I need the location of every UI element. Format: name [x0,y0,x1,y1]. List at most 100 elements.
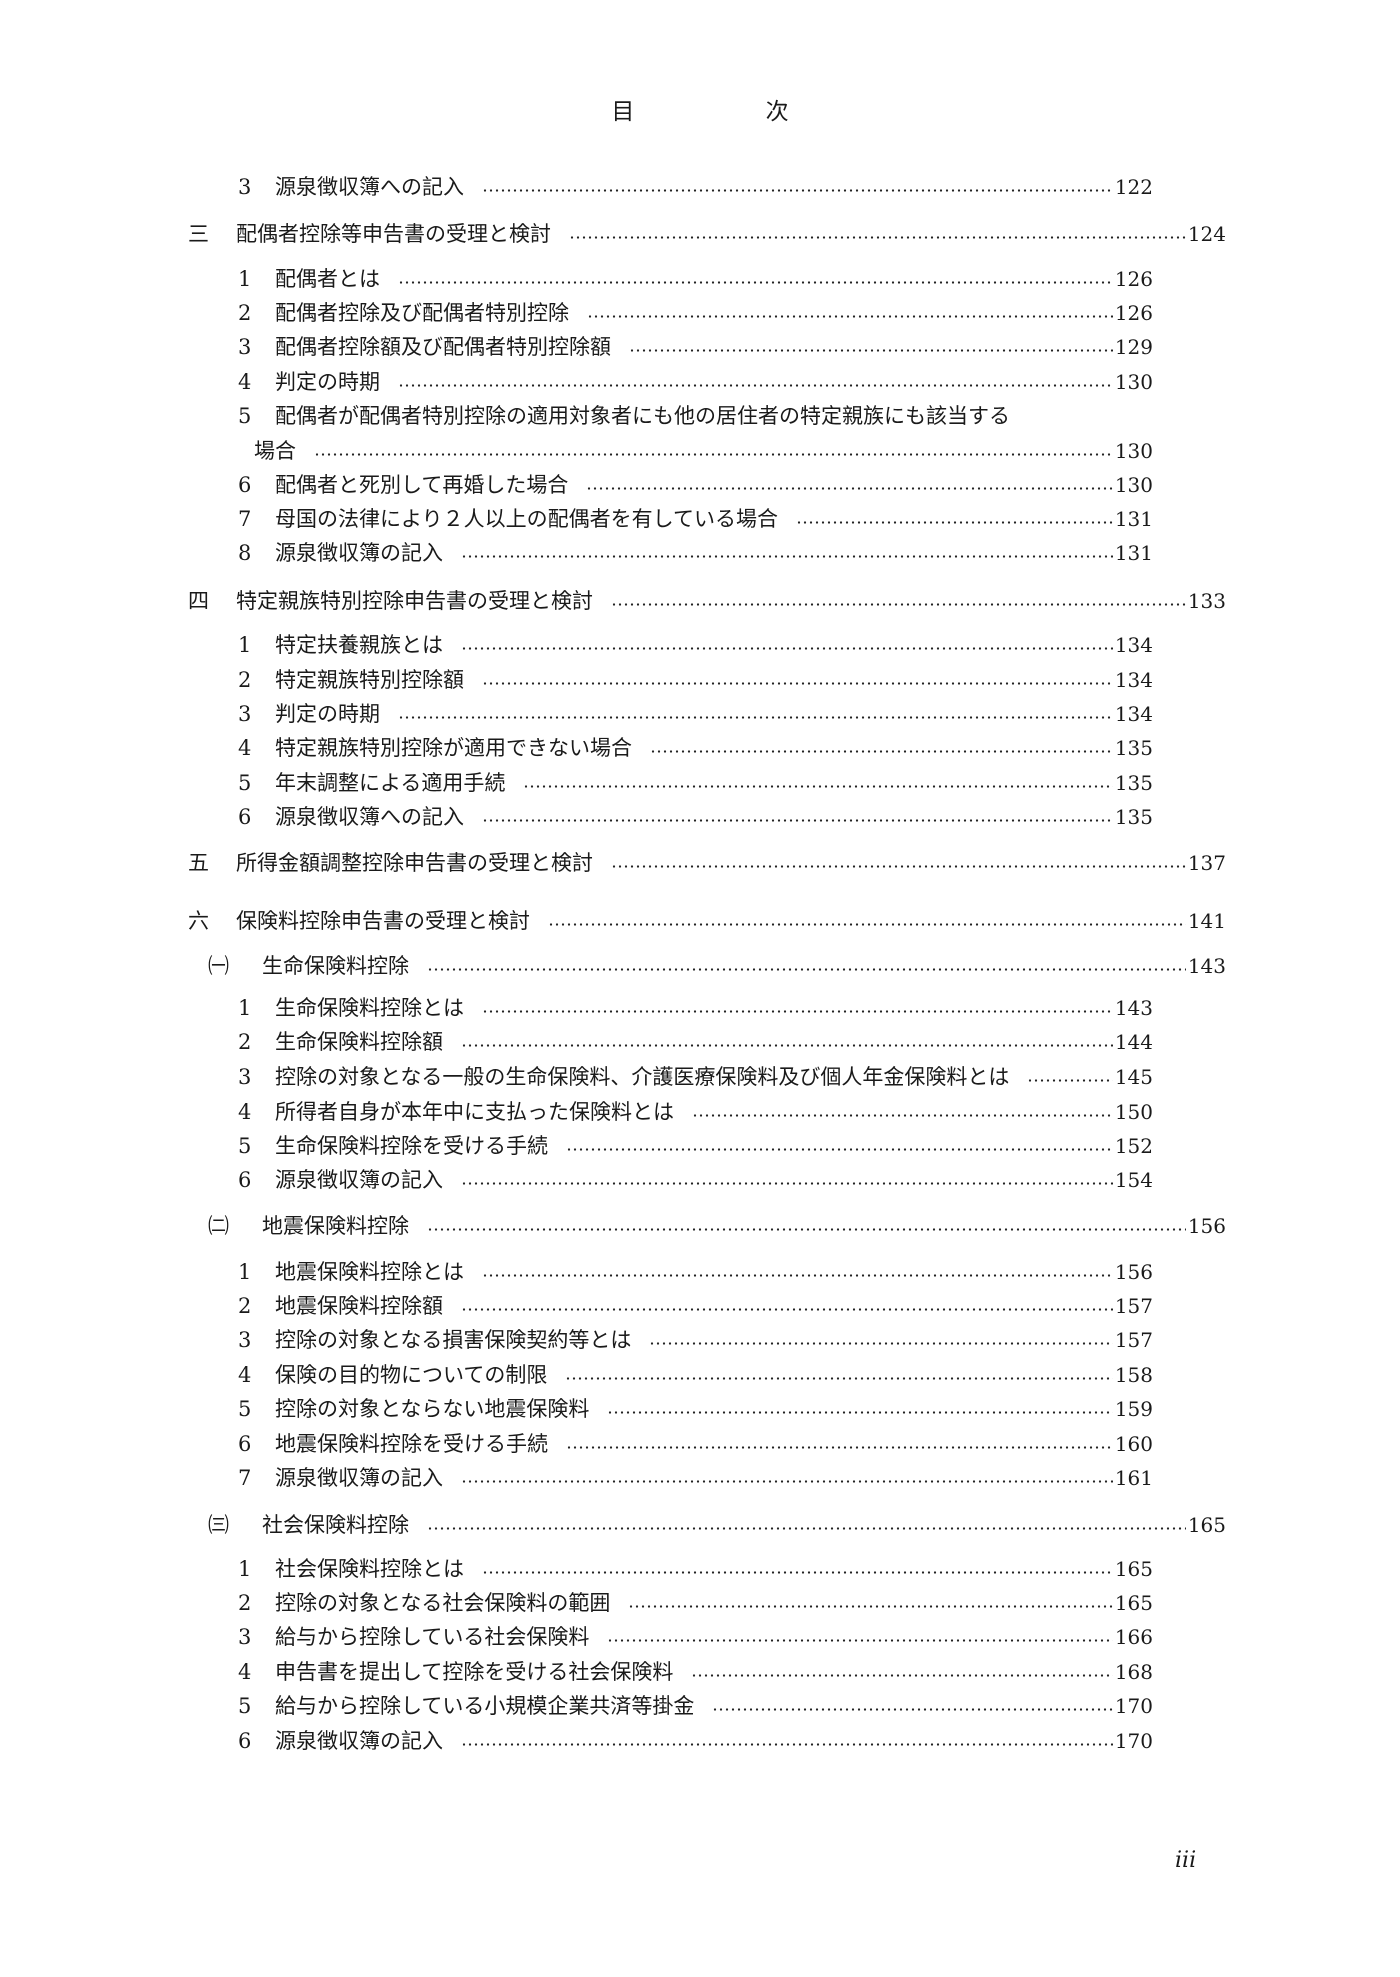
entry-number: 5 [238,1134,252,1158]
toc-entry-sub[interactable]: 7 母国の法律により２人以上の配偶者を有している場合 131 [238,504,1153,534]
toc-entry-sub[interactable]: 3 配偶者控除額及び配偶者特別控除額 129 [238,332,1153,362]
toc-entry-sub[interactable]: 5 控除の対象とならない地震保険料 159 [238,1394,1153,1424]
toc-entry-sub[interactable]: 2 地震保険料控除額 157 [238,1291,1153,1321]
toc-entry-sub[interactable]: 1 地震保険料控除とは 156 [238,1257,1153,1287]
entry-title: 特定扶養親族とは [275,633,443,657]
entry-number: 2 [238,1591,252,1615]
entry-title: 所得金額調整控除申告書の受理と検討 [236,851,593,875]
toc-entry-sub[interactable]: 8 源泉徴収簿の記入 131 [238,538,1153,568]
entry-number: 2 [238,1294,252,1318]
toc-entry-section[interactable]: 三 配偶者控除等申告書の受理と検討 124 [188,219,1226,249]
entry-page-number: 145 [1114,1065,1153,1089]
entry-title: 配偶者とは [275,267,380,291]
entry-title: 配偶者控除額及び配偶者特別控除額 [275,335,611,359]
toc-entry-group[interactable]: ㈠ 生命保険料控除 143 [208,951,1226,981]
dot-leader [650,749,1113,753]
toc-entry-sub[interactable]: 3 源泉徴収簿への記入 122 [238,172,1153,202]
entry-page-number: 134 [1114,668,1153,692]
toc-entry-sub[interactable]: 4 所得者自身が本年中に支払った保険料とは 150 [238,1097,1153,1127]
dot-leader [691,1673,1113,1677]
entry-title: 地震保険料控除 [262,1214,409,1238]
entry-number: 2 [238,301,252,325]
entry-number: 5 [238,1397,252,1421]
entry-number: 6 [238,805,252,829]
toc-entry-sub[interactable]: 2 配偶者控除及び配偶者特別控除 126 [238,298,1153,328]
entry-number: 6 [238,1432,252,1456]
dot-leader [461,1479,1113,1483]
entry-number: 三 [188,222,209,246]
entry-title: 給与から控除している社会保険料 [275,1625,590,1649]
entry-title: 配偶者控除及び配偶者特別控除 [275,301,569,325]
toc-entry-sub[interactable]: 3 控除の対象となる一般の生命保険料、介護医療保険料及び個人年金保険料とは 145 [238,1062,1153,1092]
toc-entry-sub[interactable]: 1 社会保険料控除とは 165 [238,1554,1153,1584]
toc-entry-sub[interactable]: 1 生命保険料控除とは 143 [238,993,1153,1023]
dot-leader [611,602,1186,606]
entry-page-number: 165 [1114,1591,1153,1615]
toc-entry-sub[interactable]: 5 生命保険料控除を受ける手続 152 [238,1131,1153,1161]
entry-page-number: 144 [1114,1030,1153,1054]
toc-entry-sub[interactable]: 5 年末調整による適用手続 135 [238,768,1153,798]
toc-entry-sub[interactable]: 5 給与から控除している小規模企業共済等掛金 170 [238,1691,1153,1721]
toc-entry-sub[interactable]: 6 地震保険料控除を受ける手続 160 [238,1429,1153,1459]
toc-entry-group[interactable]: ㈡ 地震保険料控除 156 [208,1211,1226,1241]
toc-entry-sub[interactable]: 4 申告書を提出して控除を受ける社会保険料 168 [238,1657,1153,1687]
toc-entry-sub[interactable]: 2 控除の対象となる社会保険料の範囲 165 [238,1588,1153,1618]
entry-page-number: 152 [1114,1134,1153,1158]
entry-title: 源泉徴収簿の記入 [275,1466,443,1490]
entry-page-number: 134 [1114,633,1153,657]
entry-number: 7 [238,1466,252,1490]
entry-page-number: 161 [1114,1466,1153,1490]
entry-title: 保険料控除申告書の受理と検討 [236,909,530,933]
entry-number: 3 [238,175,252,199]
entry-title: 母国の法律により２人以上の配偶者を有している場合 [275,507,778,531]
toc-entry-sub[interactable]: 5 配偶者が配偶者特別控除の適用対象者にも他の居住者の特定親族にも該当する [238,401,1153,431]
entry-title: 生命保険料控除を受ける手続 [275,1134,548,1158]
toc-entry-sub[interactable]: 6 源泉徴収簿の記入 154 [238,1165,1153,1195]
entry-title: 源泉徴収簿の記入 [275,1729,443,1753]
toc-entry-section[interactable]: 五 所得金額調整控除申告書の受理と検討 137 [188,848,1226,878]
toc-entry-sub[interactable]: 6 源泉徴収簿の記入 170 [238,1726,1153,1756]
entry-title: 生命保険料控除 [262,954,409,978]
toc-entry-sub[interactable]: 3 控除の対象となる損害保険契約等とは 157 [238,1325,1153,1355]
toc-entry-sub[interactable]: 3 判定の時期 134 [238,699,1153,729]
toc-entry-sub[interactable]: 1 特定扶養親族とは 134 [238,630,1153,660]
toc-entry-sub[interactable]: 4 判定の時期 130 [238,367,1153,397]
toc-entry-section[interactable]: 六 保険料控除申告書の受理と検討 141 [188,906,1226,936]
toc-entry-group[interactable]: ㈢ 社会保険料控除 165 [208,1510,1226,1540]
entry-title: 源泉徴収簿の記入 [275,541,443,565]
entry-number: 4 [238,1363,252,1387]
toc-entry-sub[interactable]: 1 配偶者とは 126 [238,264,1153,294]
entry-page-number: 135 [1114,771,1153,795]
entry-page-number: 126 [1114,267,1153,291]
toc-entry-cont[interactable]: 場合 130 [254,436,1153,466]
entry-title: 源泉徴収簿への記入 [275,175,464,199]
toc-entry-sub[interactable]: 4 保険の目的物についての制限 158 [238,1360,1153,1390]
toc-entry-sub[interactable]: 2 特定親族特別控除額 134 [238,665,1153,695]
dot-leader [427,1526,1186,1530]
toc-entry-sub[interactable]: 2 生命保険料控除額 144 [238,1027,1153,1057]
entry-page-number: 170 [1114,1729,1153,1753]
toc-entry-section[interactable]: 四 特定親族特別控除申告書の受理と検討 133 [188,586,1226,616]
dot-leader [461,1742,1113,1746]
entry-number: ㈡ [208,1214,229,1238]
entry-page-number: 165 [1187,1513,1226,1537]
entry-number: 4 [238,1660,252,1684]
entry-page-number: 130 [1114,439,1153,463]
toc-entry-sub[interactable]: 6 源泉徴収簿への記入 135 [238,802,1153,832]
dot-leader [427,1227,1186,1231]
toc-entry-sub[interactable]: 3 給与から控除している社会保険料 166 [238,1622,1153,1652]
dot-leader [461,1307,1113,1311]
entry-title: 社会保険料控除 [262,1513,409,1537]
entry-number: 3 [238,1328,252,1352]
dot-leader [461,1043,1113,1047]
entry-page-number: 154 [1114,1168,1153,1192]
toc-entry-sub[interactable]: 4 特定親族特別控除が適用できない場合 135 [238,733,1153,763]
toc-entry-sub[interactable]: 7 源泉徴収簿の記入 161 [238,1463,1153,1493]
entry-number: 五 [188,851,209,875]
dot-leader [566,1147,1113,1151]
dot-leader [569,235,1186,239]
dot-leader [566,1445,1113,1449]
toc-entry-sub[interactable]: 6 配偶者と死別して再婚した場合 130 [238,470,1153,500]
dot-leader [548,922,1186,926]
entry-number: 1 [238,1260,252,1284]
